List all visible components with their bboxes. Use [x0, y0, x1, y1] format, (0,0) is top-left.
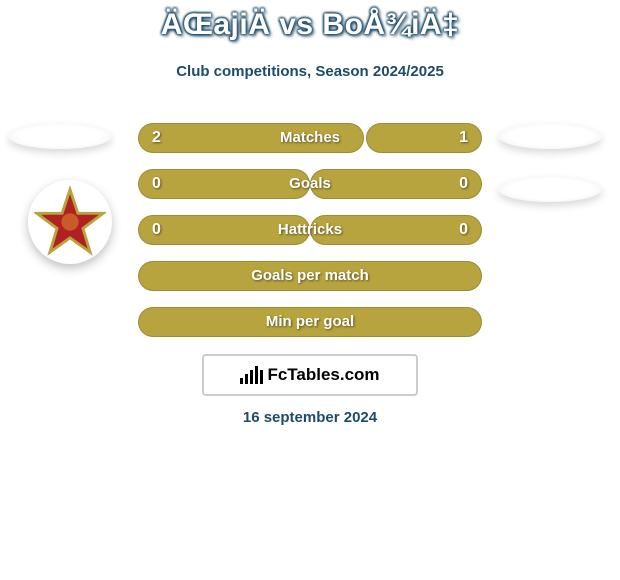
value-left: 2	[152, 123, 161, 153]
bar-left	[138, 123, 364, 153]
brand-logo[interactable]: FcTables.com	[202, 354, 418, 396]
root: ÄŒajiÄ vs BoÅ¾iÄ‡ Club competitions, Sea…	[0, 0, 620, 580]
bar-left	[138, 169, 310, 199]
value-left: 0	[152, 215, 161, 245]
row-hattricks: 0 0 Hattricks	[138, 215, 482, 245]
side-ellipse-top-right	[498, 123, 602, 149]
club-crest	[28, 180, 112, 264]
bar-full	[138, 307, 482, 337]
club-crest-star-icon	[34, 186, 106, 258]
subtitle: Club competitions, Season 2024/2025	[0, 63, 620, 80]
row-matches: 2 1 Matches	[138, 123, 482, 153]
bar-left	[138, 215, 310, 245]
side-ellipse-top-left	[8, 123, 112, 149]
bar-right	[310, 215, 482, 245]
stats-block: 2 1 Matches 0 0 Goals 0 0 Hattricks Goal…	[138, 123, 482, 353]
brand-text: FcTables.com	[267, 365, 379, 385]
value-right: 0	[459, 169, 468, 199]
row-mpg: Min per goal	[138, 307, 482, 337]
bar-right	[310, 169, 482, 199]
row-goals: 0 0 Goals	[138, 169, 482, 199]
club-crest-ball-icon	[61, 213, 78, 230]
value-left: 0	[152, 169, 161, 199]
side-ellipse-mid-right	[498, 176, 602, 202]
bar-full	[138, 261, 482, 291]
date-text: 16 september 2024	[0, 409, 620, 426]
value-right: 1	[459, 123, 468, 153]
bar-chart-icon	[240, 366, 263, 384]
value-right: 0	[459, 215, 468, 245]
page-title: ÄŒajiÄ vs BoÅ¾iÄ‡	[0, 8, 620, 42]
row-gpm: Goals per match	[138, 261, 482, 291]
